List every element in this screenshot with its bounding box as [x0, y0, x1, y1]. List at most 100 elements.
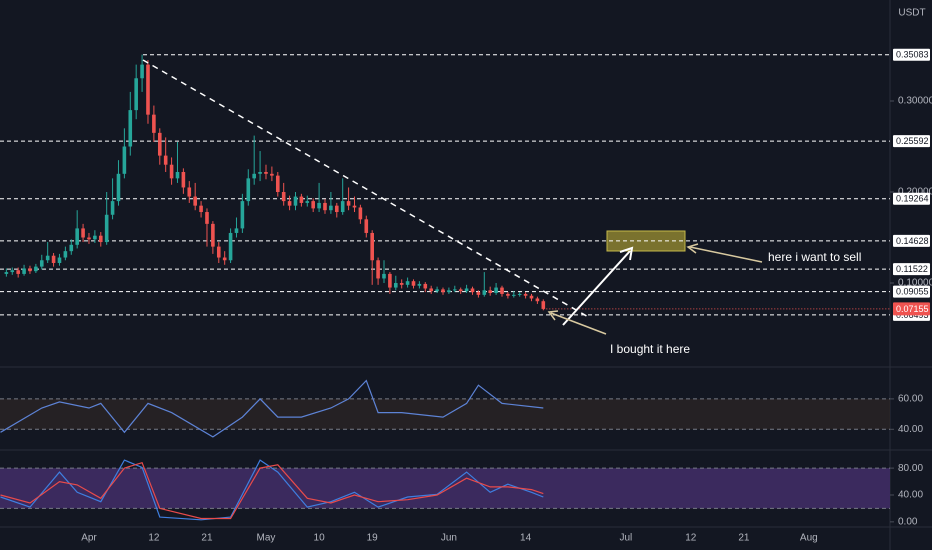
level-label-box [893, 192, 930, 205]
y-tick-label: 40.00 [898, 424, 923, 435]
candle-body [523, 293, 528, 296]
y-tick-label: 0.20000 [898, 187, 932, 198]
candle-body [104, 214, 109, 243]
rsi-band [0, 398, 890, 430]
candle-body [364, 219, 369, 233]
x-tick-label: 21 [201, 533, 213, 544]
x-tick-label: 12 [685, 533, 697, 544]
candle-body [211, 223, 215, 247]
candle-body [429, 288, 433, 292]
candle-body [45, 255, 50, 261]
candle-body [452, 289, 457, 291]
candle-body [464, 288, 469, 292]
x-tick-label: Jun [441, 533, 457, 544]
candle-body [169, 164, 174, 179]
stoch-line [0, 459, 544, 521]
candle-body [417, 283, 422, 286]
x-tick-label: May [257, 533, 276, 544]
candle-body [305, 201, 310, 203]
candle-body [57, 257, 62, 263]
candle-body [476, 292, 481, 295]
candle-body [293, 196, 298, 206]
candle-body [423, 283, 428, 289]
candle-body [199, 205, 203, 213]
candle-body [329, 205, 333, 211]
candle-body [370, 232, 374, 261]
candle-body [128, 110, 133, 147]
marks: Apr 12 21 May 10 19 Jun 14 Jul 12 21 Aug 0.30000 0.20… [0, 48, 932, 544]
candle-body [187, 187, 192, 197]
y-tick-label: 40.00 [898, 490, 923, 501]
candle-body [98, 235, 103, 243]
candle-body [246, 178, 251, 202]
candle-body [506, 293, 510, 296]
candle-body [435, 289, 439, 292]
candle-body [500, 287, 504, 294]
candle-body [287, 201, 292, 206]
x-tick-label: Aug [800, 533, 818, 544]
level-label: 0.11522 [896, 264, 928, 274]
arrow-head [686, 243, 699, 254]
candle-body [517, 293, 522, 295]
candle-body [110, 201, 115, 215]
candle-body [317, 202, 321, 209]
candle-body [93, 235, 97, 240]
candle-body [63, 251, 68, 258]
y-tick-label: 0.10000 [898, 278, 932, 289]
candle-body [482, 290, 487, 295]
candle-body [87, 237, 91, 240]
level-label: 0.09055 [896, 286, 929, 296]
candle-body [234, 228, 239, 233]
level-label-box [893, 48, 930, 61]
rsi-line [0, 379, 544, 438]
candle-body [252, 173, 256, 179]
candle-body [134, 78, 138, 111]
candle-body [529, 295, 534, 299]
candle-body [376, 260, 380, 279]
candle-body [34, 266, 38, 272]
candle-body [270, 173, 274, 176]
candle-body [193, 196, 197, 206]
candle-body [175, 171, 180, 179]
y-tick-label: 80.00 [898, 463, 923, 474]
candle-body [488, 290, 492, 294]
candle-body [81, 228, 85, 238]
candle-body [346, 201, 351, 206]
candle-body [240, 201, 245, 229]
candle-body [382, 273, 386, 279]
candle-body [275, 175, 280, 193]
level-label-box [893, 234, 930, 247]
candle-body [340, 201, 345, 213]
candle-body [264, 171, 268, 174]
candle-body [511, 294, 516, 296]
last-price-label: 0.07155 [896, 304, 929, 314]
candle-body [222, 257, 227, 261]
candle-body [216, 246, 221, 258]
candle-body [447, 290, 451, 293]
candle-body [494, 287, 498, 294]
candle-body [181, 171, 186, 188]
level-label: 0.25592 [896, 136, 929, 146]
candle-body [411, 281, 416, 286]
candle-body [535, 298, 540, 302]
x-tick-label: 21 [738, 533, 750, 544]
candle-body [281, 192, 286, 202]
candle-body [69, 244, 74, 252]
candle-body [28, 268, 32, 272]
candle-body [157, 132, 162, 156]
candle-body [146, 64, 150, 115]
candle-body [10, 270, 15, 273]
candle-body [51, 255, 56, 263]
x-tick-label: 19 [367, 533, 379, 544]
currency: USDT [898, 8, 925, 19]
level-label: 0.35083 [896, 50, 929, 60]
trend-line [142, 59, 591, 319]
candle-body [75, 228, 79, 245]
arrow [550, 312, 607, 335]
candle-body [405, 281, 410, 285]
candle-body [441, 289, 445, 293]
annotation: I bought it here [610, 342, 690, 356]
level-label: 0.19264 [896, 194, 929, 204]
level-label-box [893, 285, 930, 298]
